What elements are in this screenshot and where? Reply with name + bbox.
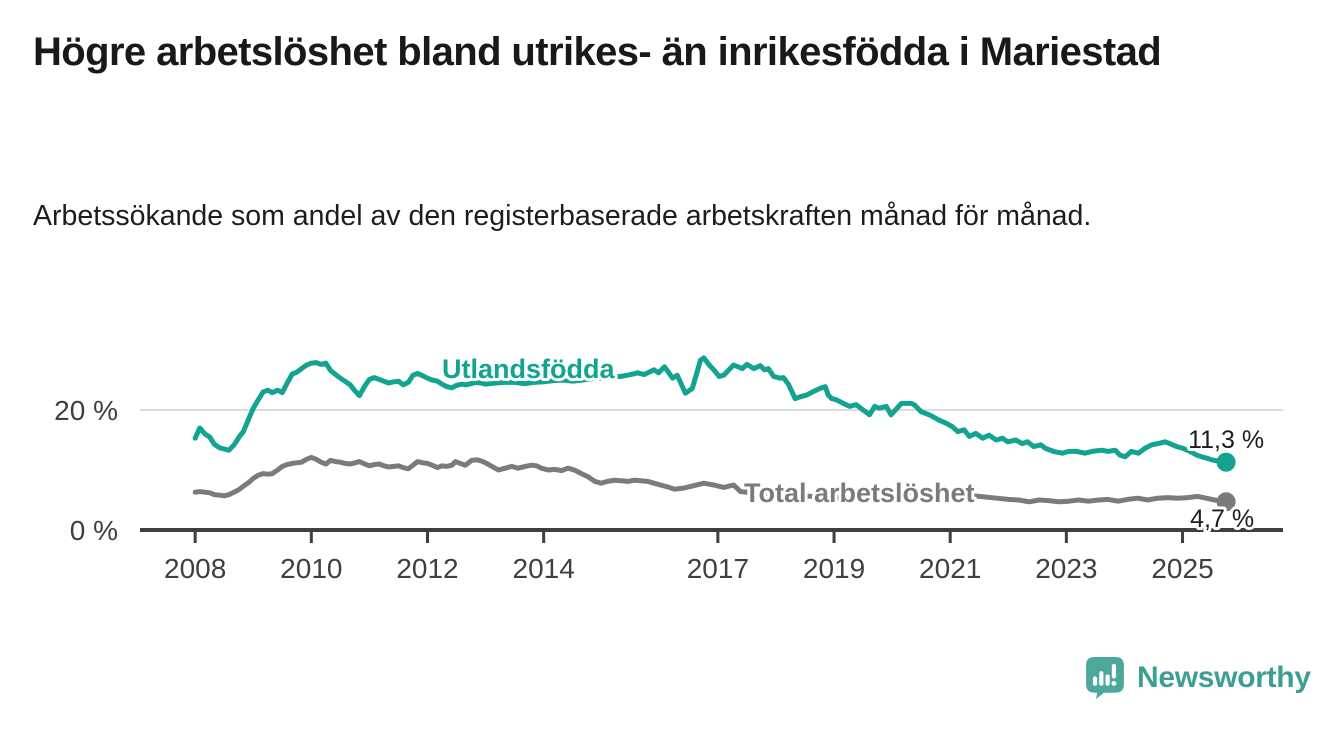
y-tick-label-20: 20 % — [54, 395, 118, 426]
x-tick-label-2023: 2023 — [1035, 553, 1097, 584]
end-value-label-Utlandsfödda: 11,3 % — [1188, 426, 1264, 454]
speech-bubble-shape — [1086, 657, 1124, 699]
newsworthy-wordmark: Newsworthy — [1137, 661, 1311, 694]
series-label-Utlandsfödda: Utlandsfödda — [442, 354, 615, 384]
newsworthy-speech-bubble-bar-chart-icon — [1086, 657, 1124, 699]
bar-1 — [1092, 676, 1098, 686]
series-end-dot-Total arbetslöshet — [1216, 492, 1236, 512]
x-tick-label-2017: 2017 — [687, 553, 749, 584]
series-label-Total arbetslöshet: Total arbetslöshet — [744, 478, 975, 508]
bar-3 — [1105, 674, 1110, 686]
x-tick-label-2008: 2008 — [164, 553, 226, 584]
page-subtitle: Arbetssökande som andel av den registerb… — [33, 200, 1092, 232]
series-line-Utlandsfödda — [192, 355, 1229, 465]
page-title: Högre arbetslöshet bland utrikes- än inr… — [33, 30, 1162, 74]
x-tick-label-2010: 2010 — [280, 553, 342, 584]
x-tick-label-2025: 2025 — [1151, 553, 1213, 584]
x-tick-label-2021: 2021 — [919, 553, 981, 584]
y-tick-label-0: 0 % — [70, 515, 118, 546]
exclamation-dot — [1111, 681, 1117, 686]
end-value-label-Total arbetslöshet: 4,7 % — [1190, 505, 1254, 533]
newsworthy-logo: Newsworthy — [1086, 657, 1311, 699]
x-tick-label-2019: 2019 — [803, 553, 865, 584]
series-end-dot-Utlandsfödda — [1216, 452, 1236, 472]
x-tick-label-2012: 2012 — [396, 553, 458, 584]
exclamation-bar — [1111, 663, 1117, 679]
x-tick-label-2014: 2014 — [513, 553, 575, 584]
bar-2 — [1099, 671, 1104, 686]
series-line-Total arbetslöshet — [192, 454, 1229, 505]
